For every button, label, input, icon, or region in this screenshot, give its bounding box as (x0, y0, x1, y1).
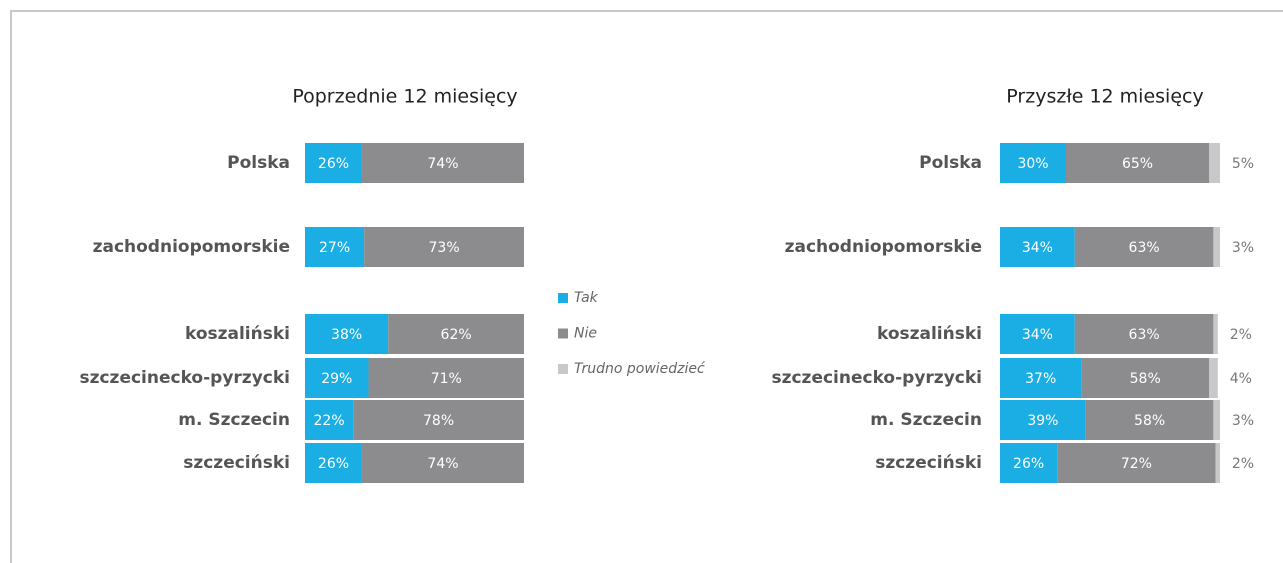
bar-segment (1000, 443, 1058, 483)
bar-segment (1000, 227, 1075, 267)
value-label: 63% (1129, 327, 1160, 343)
value-label: 63% (1129, 240, 1160, 256)
bar-segment (1066, 143, 1209, 183)
bar-segment (353, 400, 524, 440)
value-label: 65% (1122, 156, 1153, 172)
value-label: 58% (1130, 371, 1161, 387)
bar-segment (1213, 314, 1218, 354)
bar-segment (305, 314, 389, 354)
legend-label: Tak (574, 290, 599, 306)
category-label: zachodniopomorskie (93, 237, 290, 257)
value-label: 74% (427, 456, 458, 472)
legend-label: Trudno powiedzieć (574, 361, 706, 377)
legend-swatch (558, 364, 568, 374)
value-label: 39% (1027, 413, 1058, 429)
legend-label: Nie (574, 326, 597, 342)
chart-title: Poprzednie 12 miesięcy (292, 86, 517, 108)
bar-segment (1213, 227, 1220, 267)
category-label: szczecinecko-pyrzycki (79, 368, 290, 388)
value-label: 3% (1232, 413, 1254, 429)
bar-segment (1074, 227, 1214, 267)
bar-segment (361, 443, 524, 483)
value-label: 4% (1230, 371, 1252, 387)
bar-segment (305, 143, 362, 183)
category-label: m. Szczecin (870, 410, 982, 430)
category-label: koszaliński (185, 324, 290, 344)
value-label: 26% (1013, 456, 1044, 472)
value-label: 2% (1230, 327, 1252, 343)
value-label: 71% (431, 371, 462, 387)
category-label: koszaliński (877, 324, 982, 344)
value-label: 26% (318, 156, 349, 172)
bar-segment (305, 443, 362, 483)
bar-segment (1215, 443, 1220, 483)
bar-segment (305, 227, 365, 267)
bar-segment (361, 143, 524, 183)
category-label: m. Szczecin (178, 410, 290, 430)
bar-segment (1057, 443, 1216, 483)
bar-segment (305, 358, 369, 398)
bar-segment (1213, 400, 1220, 440)
bar-segment (1209, 143, 1220, 183)
bar-segment (1000, 143, 1066, 183)
value-label: 73% (429, 240, 460, 256)
value-label: 30% (1017, 156, 1048, 172)
bar-segment (1000, 358, 1082, 398)
value-label: 78% (423, 413, 454, 429)
value-label: 62% (441, 327, 472, 343)
category-label: szczecinecko-pyrzycki (771, 368, 982, 388)
category-label: Polska (919, 153, 982, 173)
bar-segment (305, 400, 354, 440)
bar-segment (364, 227, 524, 267)
value-label: 29% (321, 371, 352, 387)
value-label: 34% (1022, 327, 1053, 343)
category-label: szczeciński (183, 453, 290, 473)
bar-segment (1074, 314, 1214, 354)
value-label: 58% (1134, 413, 1165, 429)
bar-segment (368, 358, 524, 398)
bar-segment (1000, 314, 1075, 354)
bar-segment (1209, 358, 1218, 398)
legend-swatch (558, 328, 568, 339)
value-label: 37% (1025, 371, 1056, 387)
bar-segment (388, 314, 524, 354)
category-label: Polska (227, 153, 290, 173)
bar-segment (1085, 400, 1214, 440)
value-label: 34% (1022, 240, 1053, 256)
bar-segment (1000, 400, 1086, 440)
chart-title: Przyszłe 12 miesięcy (1006, 86, 1203, 108)
value-label: 26% (318, 456, 349, 472)
category-label: zachodniopomorskie (785, 237, 982, 257)
value-label: 38% (331, 327, 362, 343)
value-label: 22% (314, 413, 345, 429)
value-label: 3% (1232, 240, 1254, 256)
value-label: 2% (1232, 456, 1254, 472)
value-label: 27% (319, 240, 350, 256)
value-label: 72% (1121, 456, 1152, 472)
bar-segment (1081, 358, 1209, 398)
value-label: 74% (427, 156, 458, 172)
value-label: 5% (1232, 156, 1254, 172)
category-label: szczeciński (875, 453, 982, 473)
legend-swatch (558, 293, 568, 303)
